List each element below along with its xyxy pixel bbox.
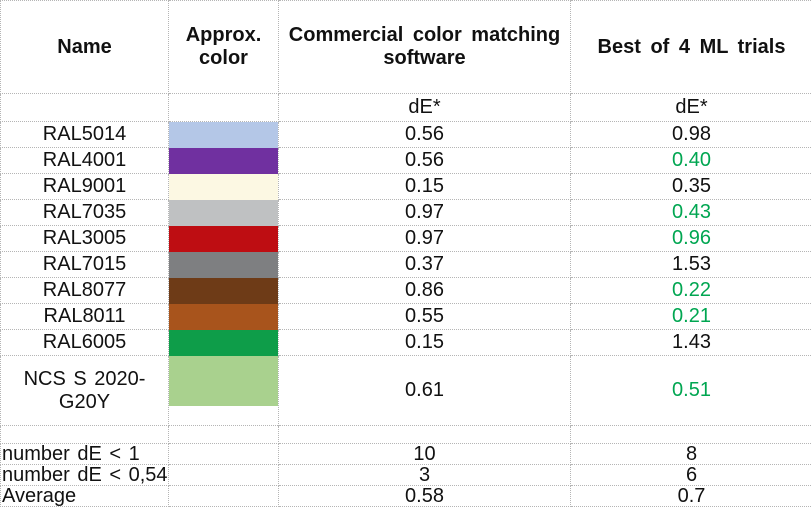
col-header-name: Name [0, 0, 169, 94]
color-swatch [169, 303, 278, 330]
row-name: RAL6005 [0, 329, 169, 356]
color-swatch [169, 199, 278, 226]
summary-row: number dE < 1 10 8 [0, 443, 812, 465]
header-row: Name Approx. color Commercial color matc… [0, 0, 812, 94]
ml-de-value: 0.98 [570, 121, 812, 148]
commercial-de-value: 0.55 [278, 303, 571, 330]
color-comparison-table: Name Approx. color Commercial color matc… [0, 0, 812, 507]
color-swatch [169, 329, 278, 356]
row-name: RAL7035 [0, 199, 169, 226]
commercial-de-value: 0.56 [278, 147, 571, 174]
table-row: RAL7035 0.97 0.43 [0, 199, 812, 226]
ml-de-value: 1.43 [570, 329, 812, 356]
commercial-de-value: 0.37 [278, 251, 571, 278]
color-swatch [169, 355, 278, 406]
summary-label: number dE < 1 [0, 443, 169, 465]
ml-de-value: 1.53 [570, 251, 812, 278]
subheader-empty-name [0, 93, 169, 122]
ml-de-value: 0.35 [570, 173, 812, 200]
table-row: RAL8077 0.86 0.22 [0, 277, 812, 304]
row-name: NCS S 2020-G20Y [0, 355, 169, 426]
summary-label: number dE < 0,54 [0, 464, 169, 486]
summary-empty-cell [168, 464, 279, 486]
table-row: RAL6005 0.15 1.43 [0, 329, 812, 356]
swatch-cell [168, 251, 279, 278]
summary-commercial-value: 0.58 [278, 485, 571, 507]
row-name: RAL3005 [0, 225, 169, 252]
summary-empty-cell [168, 485, 279, 507]
ml-de-value: 0.96 [570, 225, 812, 252]
row-name: RAL7015 [0, 251, 169, 278]
summary-row: number dE < 0,54 3 6 [0, 464, 812, 486]
row-name: RAL8011 [0, 303, 169, 330]
table-row: RAL9001 0.15 0.35 [0, 173, 812, 200]
table-row: NCS S 2020-G20Y 0.61 0.51 [0, 355, 812, 426]
swatch-cell [168, 147, 279, 174]
ml-de-value: 0.40 [570, 147, 812, 174]
ml-de-value: 0.51 [570, 355, 812, 426]
table-row: RAL7015 0.37 1.53 [0, 251, 812, 278]
commercial-de-value: 0.61 [278, 355, 571, 426]
summary-label: Average [0, 485, 169, 507]
subheader-empty-color [168, 93, 279, 122]
commercial-de-value: 0.15 [278, 173, 571, 200]
ml-de-value: 0.21 [570, 303, 812, 330]
subheader-de-commercial: dE* [278, 93, 571, 122]
color-swatch [169, 147, 278, 174]
color-swatch [169, 122, 278, 148]
col-header-ml-trials: Best of 4 ML trials [570, 0, 812, 94]
color-swatch [169, 251, 278, 278]
color-swatch [169, 225, 278, 252]
summary-ml-value: 6 [570, 464, 812, 486]
table-row: RAL8011 0.55 0.21 [0, 303, 812, 330]
swatch-cell [168, 355, 279, 426]
summary-commercial-value: 3 [278, 464, 571, 486]
summary-empty-cell [168, 443, 279, 465]
table-row: RAL5014 0.56 0.98 [0, 121, 812, 148]
summary-row: Average 0.58 0.7 [0, 485, 812, 507]
swatch-cell [168, 225, 279, 252]
ml-de-value: 0.22 [570, 277, 812, 304]
summary-ml-value: 8 [570, 443, 812, 465]
swatch-cell [168, 277, 279, 304]
summary-ml-value: 0.7 [570, 485, 812, 507]
subheader-row: dE* dE* [0, 93, 812, 122]
commercial-de-value: 0.56 [278, 121, 571, 148]
row-name: RAL9001 [0, 173, 169, 200]
col-header-approx-color: Approx. color [168, 0, 279, 94]
commercial-de-value: 0.15 [278, 329, 571, 356]
commercial-de-value: 0.97 [278, 199, 571, 226]
commercial-de-value: 0.86 [278, 277, 571, 304]
table-row: RAL4001 0.56 0.40 [0, 147, 812, 174]
commercial-de-value: 0.97 [278, 225, 571, 252]
ml-de-value: 0.43 [570, 199, 812, 226]
color-swatch [169, 277, 278, 304]
row-name: RAL8077 [0, 277, 169, 304]
spacer-row [0, 425, 812, 444]
summary-commercial-value: 10 [278, 443, 571, 465]
subheader-de-ml: dE* [570, 93, 812, 122]
table-row: RAL3005 0.97 0.96 [0, 225, 812, 252]
swatch-cell [168, 329, 279, 356]
swatch-cell [168, 303, 279, 330]
col-header-commercial: Commercial color matching software [278, 0, 571, 94]
swatch-cell [168, 199, 279, 226]
color-swatch [169, 173, 278, 200]
swatch-cell [168, 173, 279, 200]
swatch-cell [168, 121, 279, 148]
row-name: RAL5014 [0, 121, 169, 148]
row-name: RAL4001 [0, 147, 169, 174]
